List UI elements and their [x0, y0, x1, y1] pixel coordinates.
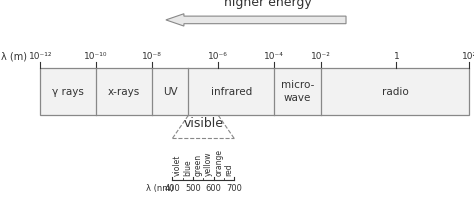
- Text: λ (nm): λ (nm): [146, 184, 174, 193]
- Text: 10²: 10²: [462, 52, 474, 61]
- Text: 10⁻⁸: 10⁻⁸: [142, 52, 162, 61]
- Text: 600: 600: [206, 184, 221, 193]
- Text: radio: radio: [382, 87, 409, 97]
- Text: micro-
wave: micro- wave: [281, 80, 314, 103]
- Text: x-rays: x-rays: [108, 87, 140, 97]
- Text: red: red: [225, 164, 234, 176]
- Text: violet: violet: [173, 155, 182, 176]
- Text: 400: 400: [164, 184, 181, 193]
- Text: 500: 500: [185, 184, 201, 193]
- FancyArrow shape: [166, 14, 346, 26]
- Text: 10⁻⁴: 10⁻⁴: [264, 52, 284, 61]
- Text: UV: UV: [163, 87, 177, 97]
- Text: 10⁻¹²: 10⁻¹²: [28, 52, 52, 61]
- Text: green: green: [194, 154, 203, 176]
- Text: 10⁻²: 10⁻²: [311, 52, 331, 61]
- Text: γ rays: γ rays: [52, 87, 84, 97]
- Text: 10⁻⁶: 10⁻⁶: [209, 52, 228, 61]
- Text: higher energy: higher energy: [224, 0, 312, 9]
- Text: 700: 700: [226, 184, 242, 193]
- Bar: [40, 68, 469, 115]
- Text: orange: orange: [214, 149, 223, 176]
- Text: infrared: infrared: [210, 87, 252, 97]
- Text: 1: 1: [393, 52, 399, 61]
- Text: 10⁻¹⁰: 10⁻¹⁰: [84, 52, 108, 61]
- Text: yellow: yellow: [204, 152, 213, 176]
- Text: visible: visible: [183, 117, 223, 130]
- Text: λ (m): λ (m): [1, 52, 27, 62]
- Text: blue: blue: [183, 159, 192, 176]
